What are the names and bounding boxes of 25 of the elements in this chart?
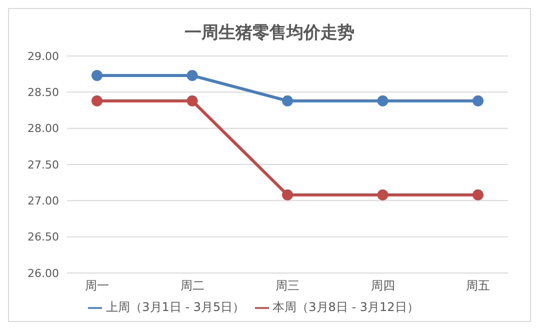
y-tick-label: 26.50: [28, 230, 59, 244]
x-tick-label: 周四: [370, 278, 395, 293]
point: [92, 95, 102, 106]
y-tick-label: 26.00: [28, 266, 59, 280]
x-tick-label: 周五: [466, 278, 490, 293]
point: [186, 95, 198, 106]
x-tick-label: 周三: [276, 278, 300, 293]
legend-label: 本周（3月8日 - 3月12日）: [272, 300, 419, 314]
point: [377, 189, 388, 200]
x-tick-label: 周二: [180, 278, 204, 293]
point: [92, 70, 102, 82]
point: [282, 95, 293, 106]
y-tick-label: 28.50: [28, 86, 59, 100]
chart-title: 一周生猪零售均价走势: [184, 22, 356, 45]
point: [282, 189, 293, 200]
point: [472, 95, 484, 106]
y-tick-label: 27.50: [28, 158, 59, 172]
y-tick-label: 27.00: [28, 194, 59, 208]
y-tick-label: 29.00: [28, 50, 59, 63]
point: [186, 70, 198, 82]
y-tick-label: 28.00: [28, 122, 59, 136]
legend-label: 上周（3月1日 - 3月5日）: [106, 300, 245, 314]
point: [472, 189, 484, 200]
x-tick-label: 周一: [85, 278, 109, 293]
point: [377, 95, 388, 106]
